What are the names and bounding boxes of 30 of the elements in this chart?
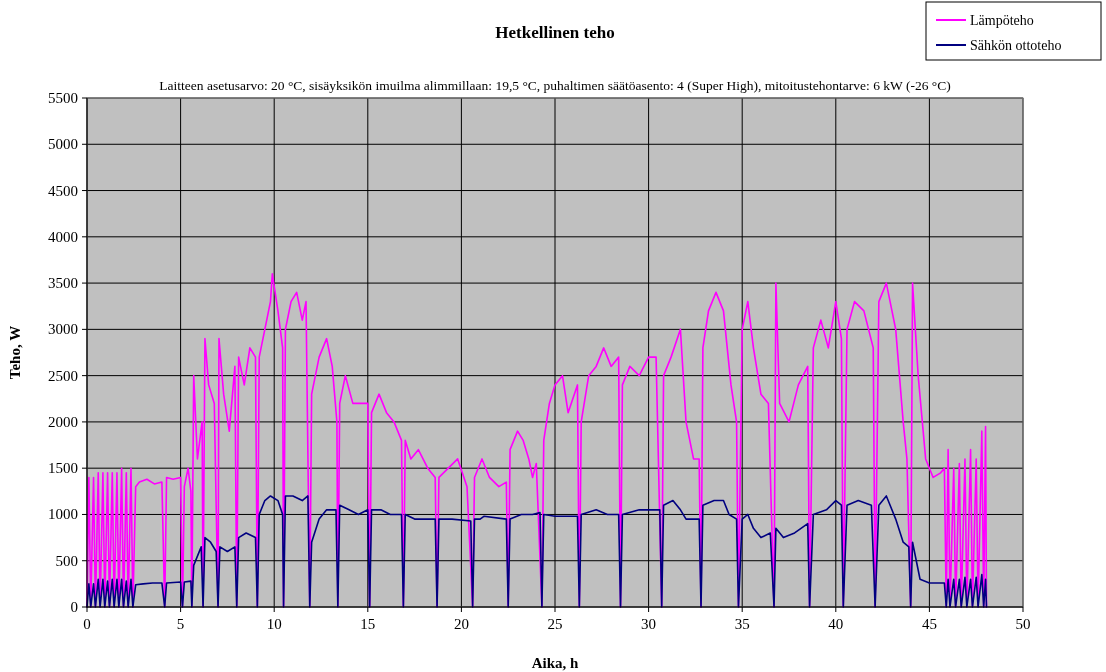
y-tick-label: 3500 — [48, 275, 78, 292]
y-tick-label: 0 — [70, 599, 78, 615]
x-tick-label: 15 — [360, 616, 376, 632]
x-tick-label: 45 — [921, 616, 937, 632]
y-tick-label: 1500 — [48, 460, 78, 477]
y-tick-label: 2500 — [48, 367, 78, 384]
x-tick-label: 5 — [176, 616, 185, 632]
y-tick-label: 3000 — [48, 321, 78, 338]
x-tick-label: 40 — [828, 616, 844, 632]
chart-subtitle: Laitteen asetusarvo: 20 °C, sisäyksikön imuilma alimmillaan: 19,5 °C, puhaltimen säätöasento: 4 (Super High), mitoitustehontarve: 6 kW (-26 °C) — [159, 78, 951, 93]
x-tick-label: 35 — [734, 616, 750, 632]
line-series — [86, 495, 988, 608]
chart-title: Hetkellinen teho — [495, 23, 615, 42]
x-tick-label: 30 — [641, 616, 657, 632]
x-tick-label: 25 — [547, 616, 563, 632]
y-tick-label: 2000 — [48, 413, 78, 430]
legend-label: Lämpöteho — [970, 13, 1034, 28]
y-tick-label: 5000 — [48, 136, 78, 153]
y-axis-title: Teho, W — [7, 325, 23, 380]
y-tick-label: 500 — [55, 552, 78, 569]
y-tick-label: 4500 — [48, 182, 78, 199]
y-tick-label: 4000 — [48, 228, 78, 245]
x-axis-title: Aika, h — [531, 655, 579, 671]
legend-label: Sähkön ottoteho — [970, 38, 1062, 53]
x-tick-label: 0 — [83, 616, 91, 632]
x-tick-label: 50 — [1015, 616, 1031, 632]
y-tick-label: 5500 — [48, 90, 78, 106]
x-tick-label: 20 — [453, 616, 469, 632]
x-tick-label: 10 — [266, 616, 282, 632]
y-tick-label: 1000 — [48, 506, 78, 523]
